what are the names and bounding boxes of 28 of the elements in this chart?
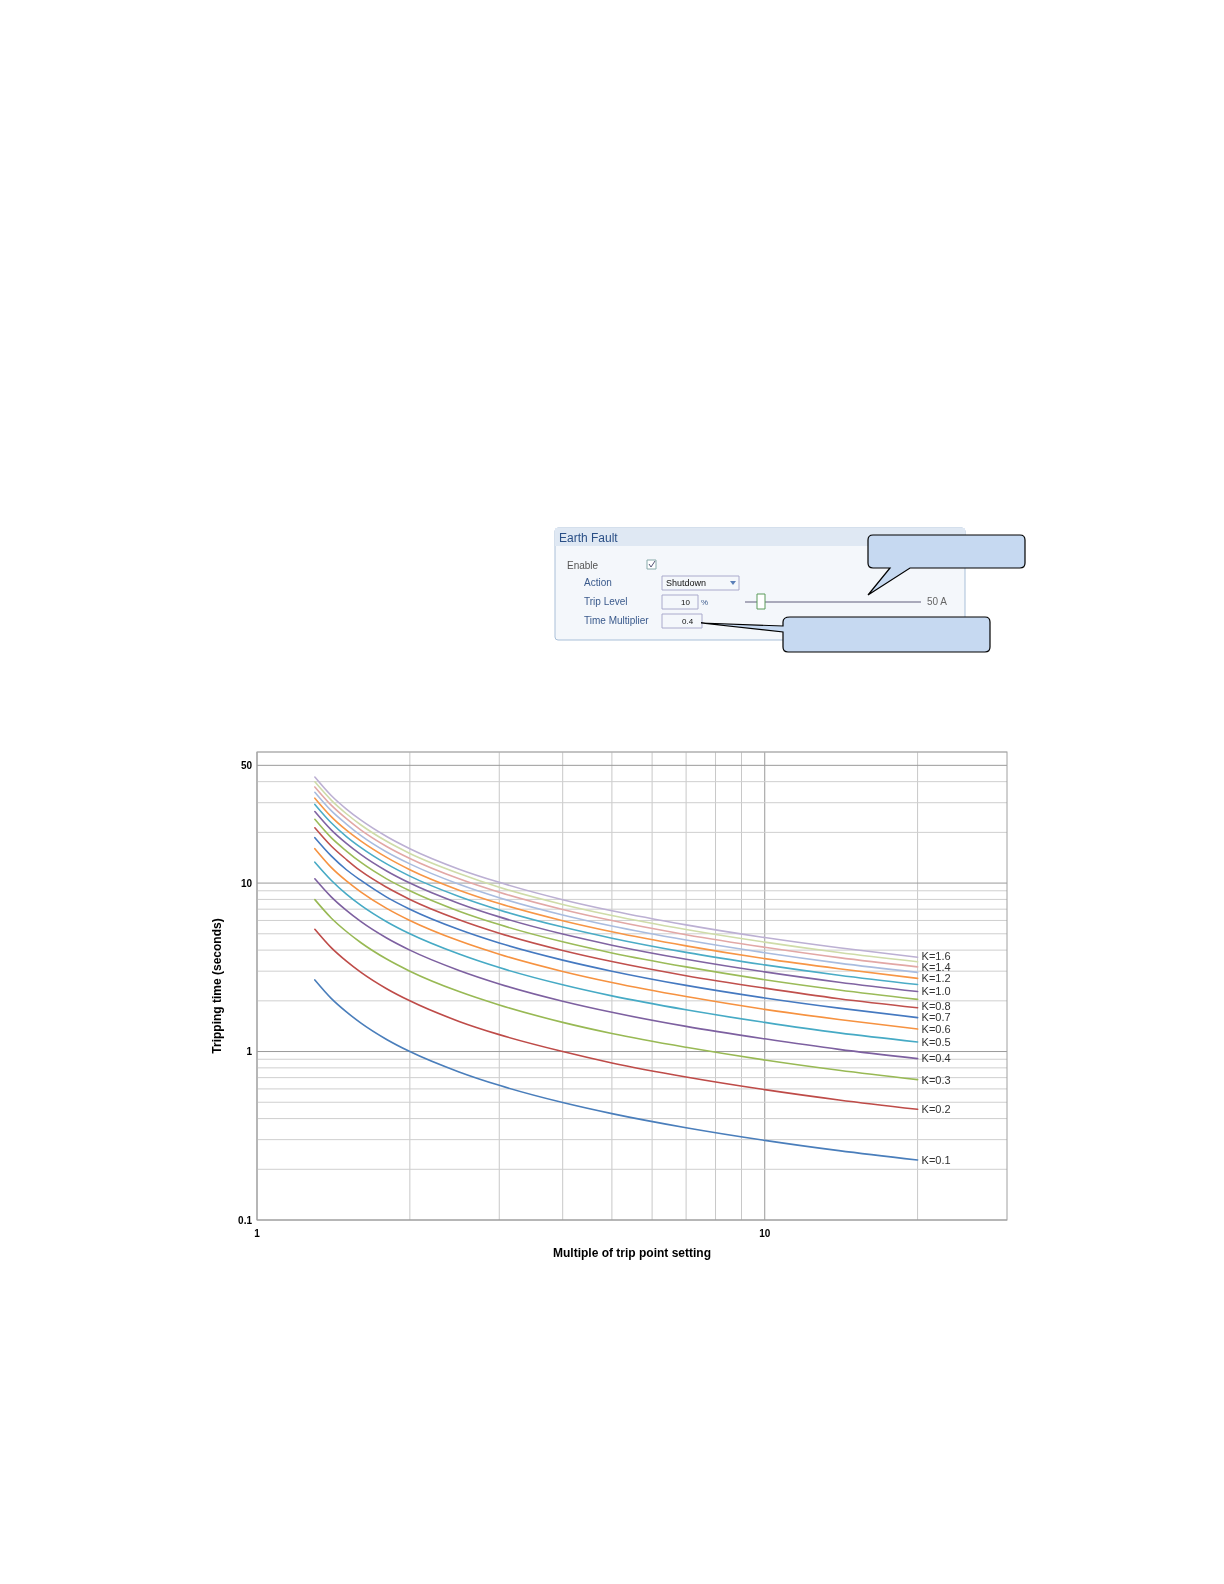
text: % [701,598,709,607]
text: Earth Fault [559,531,619,545]
text: 0.4 [682,617,694,626]
text: 10 [681,598,691,607]
series-label: K=1.4 [921,960,951,973]
series-label: K=0.7 [921,1011,951,1024]
series-label: K=0.5 [921,1035,951,1048]
text: Shutdown [666,578,707,588]
series-label: K=0.8 [921,1000,951,1013]
series-label: K=1.0 [921,985,951,998]
text: Time Multiplier [584,615,650,626]
series-label: K=1.6 [921,949,951,962]
text: 50 A [927,596,948,607]
series-label: K=0.1 [921,1153,951,1166]
y-tick-label: 1 [246,1046,253,1058]
series-label: K=0.6 [921,1022,951,1035]
y-tick-label: 0.1 [238,1214,253,1226]
text: Action [584,577,612,588]
x-axis-title: Multiple of trip point setting [553,1246,711,1260]
y-tick-label: 10 [240,877,253,889]
text: Trip Level [584,596,628,607]
series-label: K=0.2 [921,1103,951,1116]
series-label: K=0.3 [921,1073,951,1086]
series-label: K=0.4 [921,1052,951,1065]
y-tick-label: 50 [240,759,253,771]
text: Enable [567,560,599,571]
series-label: K=1.2 [921,972,951,985]
y-axis-title: Tripping time (seconds) [210,918,224,1054]
